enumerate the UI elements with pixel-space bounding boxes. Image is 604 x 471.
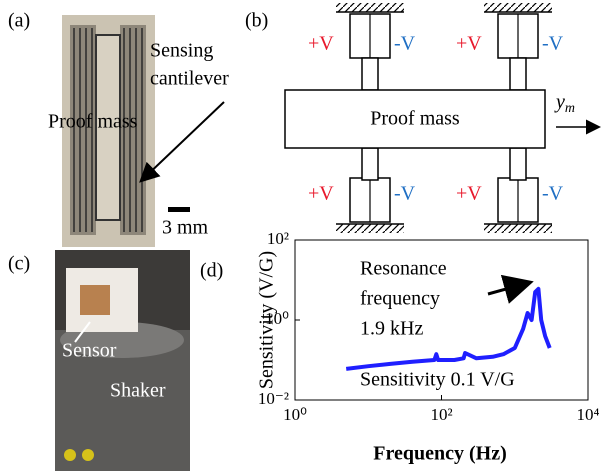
supply-plus: +V: [308, 183, 334, 205]
supply-plus: +V: [308, 33, 334, 55]
arrow: [488, 283, 528, 294]
annotation: 1.9 kHz: [360, 318, 423, 340]
annotation: Proof mass: [48, 111, 138, 133]
x-tick-label: 10²: [430, 405, 452, 424]
annotation: Sensitivity 0.1 V/G: [360, 369, 515, 391]
supply-minus: -V: [394, 33, 416, 55]
panel-label: (b): [245, 10, 268, 32]
annotation: Sensing: [150, 40, 213, 62]
y-axis-label: Sensitivity (V/G): [256, 251, 278, 389]
output-label: ym: [554, 91, 575, 117]
panel-label: (c): [8, 253, 30, 275]
spring-rod: [362, 148, 378, 180]
scale-bar: [168, 207, 190, 212]
annotation: frequency: [360, 288, 440, 310]
output-sub: m: [565, 101, 575, 116]
spring-rod: [362, 58, 378, 90]
anchor-hatch: [484, 224, 552, 233]
annotation: Shaker: [110, 380, 166, 402]
x-tick-label: 10⁴: [577, 405, 600, 424]
anchor-hatch: [484, 3, 552, 12]
annotation: Sensor: [62, 340, 117, 362]
annotation: Resonance: [360, 258, 447, 280]
box-label: Proof mass: [370, 108, 460, 130]
panel-label: (a): [8, 10, 30, 32]
output-main: y: [554, 91, 565, 113]
spring-rod: [510, 58, 526, 90]
supply-minus: -V: [394, 183, 416, 205]
anchor-hatch: [336, 224, 404, 233]
scale-label: 3 mm: [162, 217, 209, 239]
supply-minus: -V: [542, 33, 564, 55]
panel-label: (d): [200, 260, 223, 282]
y-tick-label: 10²: [267, 229, 289, 248]
supply-plus: +V: [456, 183, 482, 205]
anchor-hatch: [336, 3, 404, 12]
annotation: cantilever: [150, 68, 229, 90]
supply-plus: +V: [456, 33, 482, 55]
figure: (a) Sensing cantilever Proof mass 3 mm (…: [0, 0, 604, 471]
x-axis-label: Frequency (Hz): [373, 443, 507, 465]
y-tick-label: 10⁻²: [258, 389, 289, 408]
spring-rod: [510, 148, 526, 180]
supply-minus: -V: [542, 183, 564, 205]
